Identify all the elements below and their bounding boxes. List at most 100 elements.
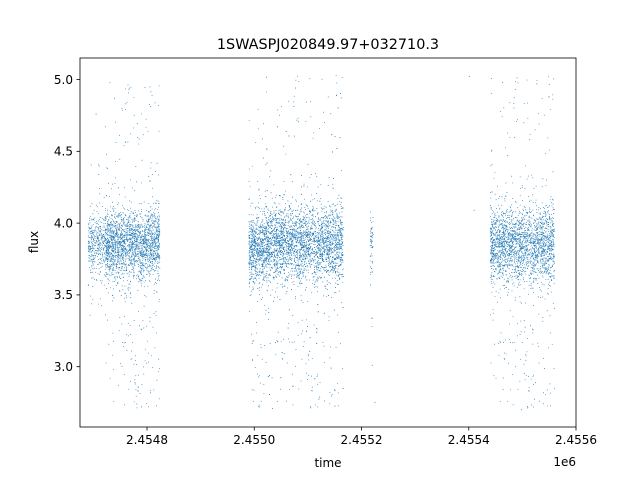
data-point	[127, 230, 129, 232]
data-point	[141, 272, 143, 274]
data-point	[111, 183, 113, 185]
data-point	[117, 228, 119, 230]
data-point	[97, 245, 99, 247]
data-point	[133, 227, 135, 229]
data-point	[317, 232, 319, 234]
data-point	[117, 246, 119, 248]
data-point	[154, 239, 156, 241]
data-point	[330, 228, 332, 230]
data-point	[144, 238, 146, 239]
data-point	[113, 223, 115, 225]
data-point	[253, 235, 255, 237]
data-point	[263, 255, 265, 257]
data-point	[126, 235, 128, 236]
data-point	[308, 222, 310, 224]
data-point	[147, 264, 149, 266]
data-point	[258, 188, 260, 190]
data-point	[117, 202, 119, 204]
data-point	[135, 225, 137, 227]
data-point	[157, 105, 159, 106]
data-point	[123, 248, 125, 250]
data-point	[325, 229, 327, 230]
data-point	[291, 258, 293, 260]
data-point	[135, 227, 136, 229]
data-point	[258, 258, 260, 260]
data-point	[328, 282, 330, 284]
data-point	[137, 289, 139, 291]
data-point	[107, 261, 108, 263]
data-point	[118, 238, 120, 240]
data-point	[119, 255, 121, 257]
data-point	[263, 276, 265, 278]
data-point	[159, 261, 161, 263]
data-point	[102, 255, 103, 257]
data-point	[259, 195, 261, 196]
data-point	[253, 241, 255, 243]
data-point	[109, 261, 111, 262]
data-point	[258, 207, 260, 208]
data-point	[89, 245, 91, 247]
data-point	[265, 265, 267, 267]
data-point	[138, 138, 140, 140]
data-point	[106, 238, 108, 240]
data-point	[124, 231, 126, 232]
data-point	[144, 348, 146, 350]
data-point	[112, 246, 114, 248]
data-point	[91, 235, 92, 237]
data-point	[99, 271, 101, 273]
data-point	[157, 371, 159, 373]
data-point	[88, 232, 90, 234]
data-point	[329, 262, 330, 263]
data-point	[262, 157, 264, 159]
data-point	[106, 250, 108, 252]
data-point	[110, 232, 112, 234]
data-point	[116, 240, 118, 242]
data-point	[298, 215, 300, 217]
data-point	[150, 256, 152, 258]
data-point	[101, 236, 103, 238]
data-point	[155, 229, 157, 231]
data-point	[154, 260, 156, 262]
data-point	[122, 212, 124, 214]
data-point	[262, 218, 264, 220]
data-point	[101, 243, 103, 245]
data-point	[310, 255, 312, 257]
data-point	[254, 243, 256, 245]
data-point	[134, 275, 136, 277]
data-point	[290, 214, 292, 216]
data-point	[117, 271, 119, 273]
data-point	[311, 357, 313, 359]
data-point	[155, 245, 156, 247]
data-point	[151, 248, 153, 250]
data-point	[91, 202, 93, 204]
data-point	[307, 359, 309, 361]
data-point	[109, 268, 111, 270]
data-point	[137, 386, 139, 388]
data-point	[305, 120, 307, 122]
chart-title: 1SWASPJ020849.97+032710.3	[217, 37, 439, 53]
data-point	[104, 231, 106, 233]
data-point	[253, 257, 254, 259]
data-point	[263, 279, 265, 281]
data-point	[253, 226, 255, 228]
data-point	[125, 259, 127, 261]
data-point	[97, 237, 99, 238]
data-point	[142, 241, 144, 243]
data-point	[157, 221, 159, 223]
data-point	[149, 245, 150, 247]
data-point	[110, 257, 112, 259]
data-point	[141, 256, 143, 257]
data-point	[308, 354, 310, 356]
data-point	[258, 252, 259, 254]
data-point	[284, 208, 286, 210]
data-point	[147, 243, 149, 245]
data-point	[124, 248, 126, 250]
data-point	[114, 249, 116, 251]
data-point	[146, 255, 148, 257]
data-point	[140, 235, 142, 237]
data-point	[250, 214, 252, 216]
data-point	[295, 231, 297, 233]
data-point	[90, 249, 91, 251]
data-point	[337, 218, 339, 219]
data-point	[263, 258, 265, 260]
